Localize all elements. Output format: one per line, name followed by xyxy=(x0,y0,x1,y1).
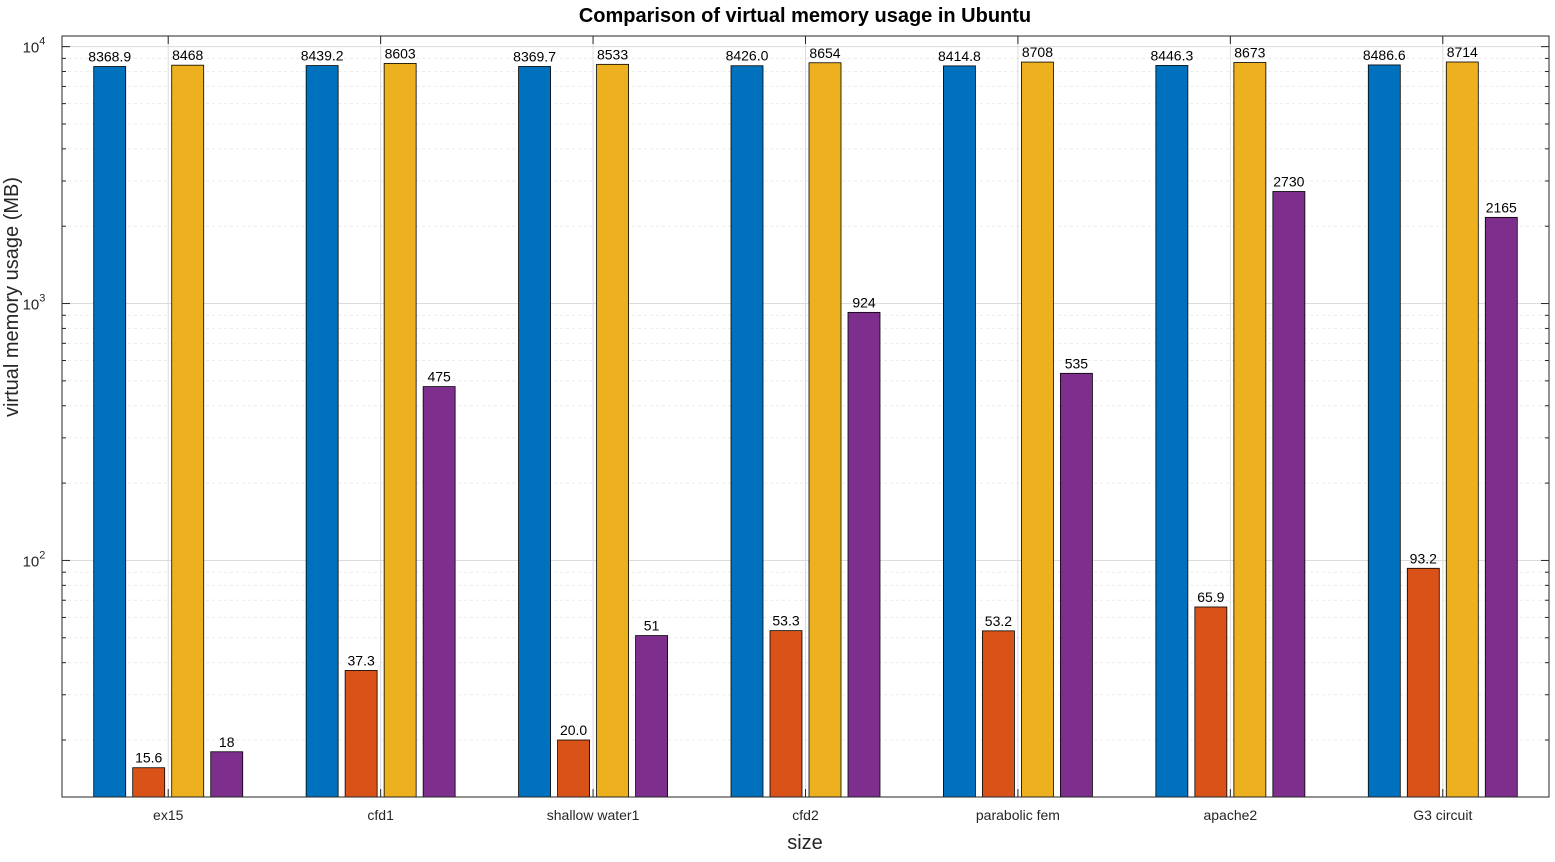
data-labels: 8368.9 8439.2 8369.7 8426.0 8414.8 8446.3 8486… xyxy=(88,44,1517,766)
y-tick-label: 103 xyxy=(23,293,46,314)
bar-series3-shallow-water1 xyxy=(596,63,629,798)
bar-series1-parabolic-fem xyxy=(943,65,976,798)
bar-series3-cfd2 xyxy=(808,62,842,798)
x-tick-label: ex15 xyxy=(153,807,184,823)
data-label: 18 xyxy=(219,734,235,750)
bar-series1-cfd1 xyxy=(305,65,339,798)
bar-series1-cfd2 xyxy=(730,65,764,798)
ticks: 102 103 104 ex15 cfd1 shallow water1 cfd2 parab… xyxy=(23,36,1549,823)
y-tick-label: 104 xyxy=(23,36,46,57)
data-label: 15.6 xyxy=(135,750,162,766)
bar-series1-ex15 xyxy=(93,66,127,798)
data-label: 8708 xyxy=(1022,44,1053,60)
data-label: 535 xyxy=(1065,355,1089,371)
data-label: 8368.9 xyxy=(88,49,131,65)
bar-series1-shallow-water1 xyxy=(518,66,551,798)
data-label: 65.9 xyxy=(1197,589,1224,605)
bar-series1-G3-circuit xyxy=(1367,64,1401,798)
data-label: 93.2 xyxy=(1410,550,1437,566)
data-label: 924 xyxy=(852,294,876,310)
data-label: 20.0 xyxy=(560,722,587,738)
data-label: 475 xyxy=(427,369,451,385)
data-label: 51 xyxy=(644,618,660,634)
bar-series2-ex15 xyxy=(132,767,166,798)
data-label: 8673 xyxy=(1234,45,1265,61)
bar-series3-G3-circuit xyxy=(1445,61,1479,798)
bar-series4-G3-circuit xyxy=(1484,216,1518,798)
x-tick-label: parabolic fem xyxy=(976,807,1060,823)
data-label: 8603 xyxy=(385,45,416,61)
y-tick-label: 102 xyxy=(23,549,46,570)
data-label: 2165 xyxy=(1486,199,1517,215)
x-tick-label: cfd1 xyxy=(367,807,394,823)
data-label: 37.3 xyxy=(348,652,375,668)
bar-series4-shallow-water1 xyxy=(635,635,668,798)
data-label: 53.3 xyxy=(772,613,799,629)
bar-series4-cfd2 xyxy=(847,311,881,798)
bar-series2-cfd2 xyxy=(769,630,803,798)
data-label: 8439.2 xyxy=(301,48,344,64)
bar-series2-shallow-water1 xyxy=(557,739,590,798)
bar-series3-parabolic-fem xyxy=(1021,61,1054,798)
bar-series2-G3-circuit xyxy=(1406,567,1440,798)
y-axis-label: virtual memory usage (MB) xyxy=(1,177,23,417)
data-label: 8654 xyxy=(809,45,840,61)
data-label: 8714 xyxy=(1447,44,1478,60)
data-label: 8426.0 xyxy=(726,48,769,64)
data-label: 53.2 xyxy=(985,613,1012,629)
x-tick-label: G3 circuit xyxy=(1413,807,1472,823)
bar-series3-cfd1 xyxy=(383,63,417,798)
data-label: 8369.7 xyxy=(513,48,556,64)
bar-series4-cfd1 xyxy=(422,386,456,798)
bar-series3-apache2 xyxy=(1233,62,1267,798)
bar-series3-ex15 xyxy=(171,64,205,798)
x-axis-label: size xyxy=(787,832,823,854)
data-label: 2730 xyxy=(1273,173,1304,189)
bar-series2-apache2 xyxy=(1194,606,1228,798)
data-label: 8446.3 xyxy=(1150,47,1193,63)
bar-series2-parabolic-fem xyxy=(982,630,1015,798)
x-tick-label: shallow water1 xyxy=(547,807,640,823)
chart-title: Comparison of virtual memory usage in Ub… xyxy=(579,5,1031,27)
x-tick-label: apache2 xyxy=(1203,807,1257,823)
data-label: 8468 xyxy=(172,47,203,63)
bar-series4-parabolic-fem xyxy=(1060,372,1093,798)
bar-series2-cfd1 xyxy=(344,670,378,798)
bar-series4-apache2 xyxy=(1272,191,1306,798)
data-label: 8533 xyxy=(597,46,628,62)
data-label: 8414.8 xyxy=(938,48,981,64)
data-label: 8486.6 xyxy=(1363,47,1406,63)
bar-series1-apache2 xyxy=(1155,65,1189,798)
x-tick-label: cfd2 xyxy=(792,807,819,823)
bar-series4-ex15 xyxy=(210,751,244,798)
